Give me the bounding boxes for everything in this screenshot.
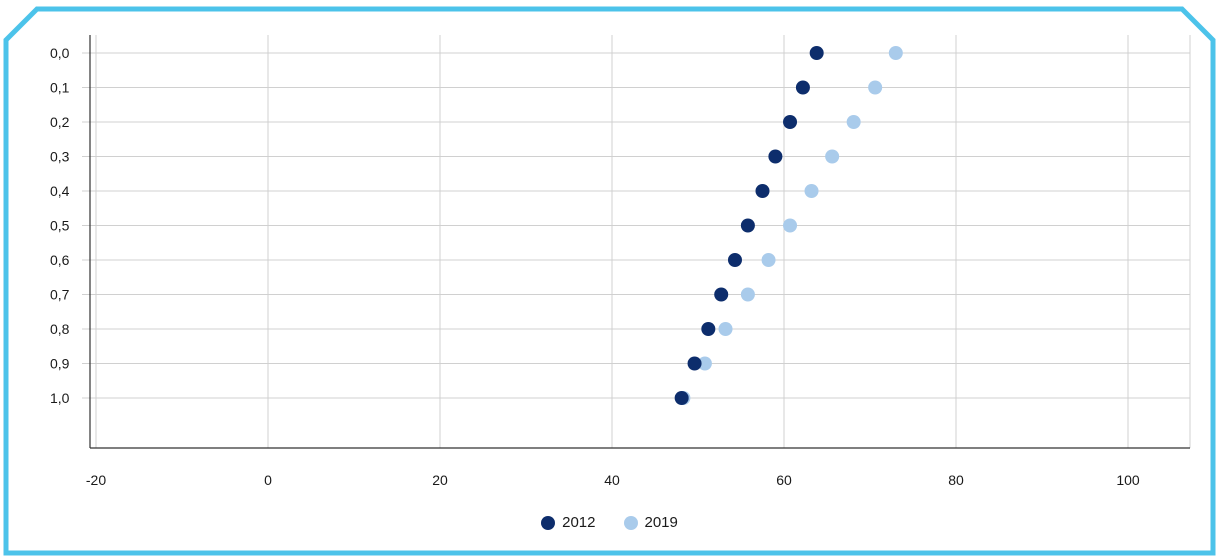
data-point-2012[interactable] (809, 46, 824, 60)
legend-item-2019[interactable]: 2019 (623, 514, 678, 531)
x-axis-tick-labels: -20 0 20 40 60 80 100 (86, 472, 1140, 488)
legend-swatch-2019 (623, 515, 638, 530)
legend-label-2012: 2012 (562, 514, 596, 531)
data-point-2019[interactable] (825, 149, 840, 164)
vertical-gridlines (95, 35, 1191, 448)
y-tick-label: 0,6 (50, 252, 70, 268)
y-tick-label: 0,4 (50, 183, 70, 199)
axes (89, 35, 1190, 449)
data-point-2012[interactable] (701, 322, 716, 336)
x-tick-label: 0 (264, 472, 272, 488)
x-tick-label: 40 (604, 472, 620, 488)
data-point-2019[interactable] (697, 356, 712, 371)
y-tick-label: 0,1 (50, 80, 70, 96)
y-tick-label: 1,0 (50, 390, 70, 406)
data-point-2012[interactable] (795, 80, 810, 95)
y-tick-label: 0,3 (50, 149, 70, 165)
data-point-2012[interactable] (755, 184, 770, 198)
y-axis-tick-labels: 0,0 0,1 0,2 0,3 0,4 0,5 0,6 0,7 0,8 0,9 1,0 (50, 45, 70, 406)
data-point-2012[interactable] (687, 356, 702, 371)
data-point-2012[interactable] (740, 218, 755, 233)
y-tick-label: 0,0 (50, 45, 70, 61)
data-point-2012[interactable] (674, 391, 689, 405)
x-tick-label: 20 (432, 472, 448, 488)
data-point-2019[interactable] (761, 253, 776, 267)
data-point-2019[interactable] (846, 115, 861, 129)
y-tick-label: 0,8 (50, 321, 70, 337)
y-tick-label: 0,7 (50, 287, 70, 303)
legend-label-2019: 2019 (644, 514, 678, 531)
x-tick-label: -20 (86, 472, 106, 488)
data-point-2012[interactable] (714, 287, 729, 302)
data-point-2012[interactable] (768, 149, 783, 164)
data-point-2012[interactable] (727, 253, 742, 267)
legend-swatch-2012 (541, 515, 556, 530)
data-point-2019[interactable] (868, 80, 883, 95)
legend-item-2012[interactable]: 2012 (541, 514, 596, 531)
x-tick-label: 100 (1116, 472, 1140, 488)
y-tick-label: 0,2 (50, 114, 70, 130)
x-tick-label: 60 (776, 472, 792, 488)
data-point-2019[interactable] (804, 184, 819, 198)
data-point-2019[interactable] (783, 218, 798, 233)
chart-legend: 2012 2019 (0, 514, 1219, 531)
data-points (674, 46, 903, 405)
data-point-2019[interactable] (888, 46, 903, 60)
y-tick-label: 0,5 (50, 218, 70, 234)
x-tick-label: 80 (948, 472, 964, 488)
data-point-2019[interactable] (718, 322, 733, 336)
y-tick-label: 0,9 (50, 356, 70, 372)
horizontal-gridlines (82, 52, 1190, 399)
data-point-2012[interactable] (783, 115, 798, 129)
data-point-2019[interactable] (740, 287, 755, 302)
